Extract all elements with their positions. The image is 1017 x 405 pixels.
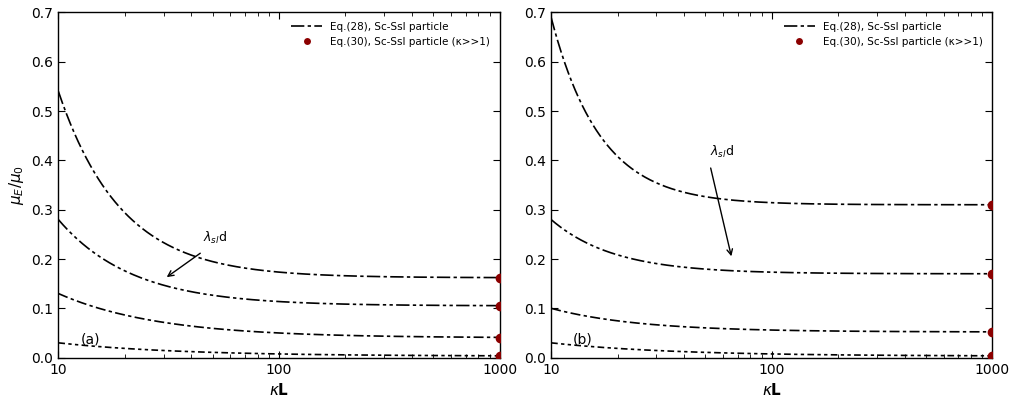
Text: (a): (a) <box>80 333 100 347</box>
Text: (b): (b) <box>574 333 593 347</box>
X-axis label: $\kappa$$\bf{L}$: $\kappa$$\bf{L}$ <box>268 382 289 398</box>
Text: $\lambda_{sl}$d: $\lambda_{sl}$d <box>710 143 734 160</box>
Y-axis label: $\mu_E/\mu_0$: $\mu_E/\mu_0$ <box>7 165 26 205</box>
Text: $\lambda_{sl}$d: $\lambda_{sl}$d <box>202 230 227 246</box>
X-axis label: $\kappa$$\bf{L}$: $\kappa$$\bf{L}$ <box>762 382 782 398</box>
Legend: Eq.(28), Sc-SsI particle, Eq.(30), Sc-SsI particle (κ>>1): Eq.(28), Sc-SsI particle, Eq.(30), Sc-Ss… <box>779 18 988 51</box>
Legend: Eq.(28), Sc-SsI particle, Eq.(30), Sc-SsI particle (κ>>1): Eq.(28), Sc-SsI particle, Eq.(30), Sc-Ss… <box>287 18 494 51</box>
